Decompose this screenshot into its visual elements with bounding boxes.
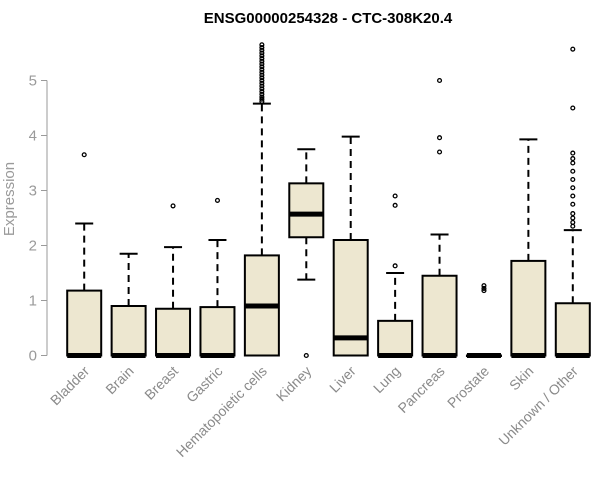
- x-tick-label: Skin: [506, 363, 537, 394]
- outlier-point: [570, 201, 576, 207]
- x-tick-label: Bladder: [47, 363, 93, 409]
- box-lung: [377, 193, 414, 358]
- x-tick-label: Liver: [326, 363, 359, 396]
- outlier-point: [259, 83, 265, 89]
- outlier-point: [570, 160, 576, 166]
- outlier-point: [259, 66, 265, 73]
- box-unknown-other: [554, 46, 591, 358]
- y-tick-label: 1: [29, 293, 37, 310]
- outlier-point: [570, 219, 576, 225]
- outlier-point: [259, 53, 265, 59]
- box-series: [66, 42, 591, 359]
- outlier-point: [259, 42, 265, 48]
- outlier-point: [259, 96, 265, 102]
- outlier-point: [259, 80, 265, 86]
- outlier-point: [214, 197, 221, 203]
- outlier-point: [259, 88, 265, 95]
- y-axis-label: Expression: [1, 162, 18, 236]
- y-tick-label: 3: [29, 183, 37, 200]
- outlier-point: [570, 176, 576, 183]
- outlier-point: [303, 352, 309, 359]
- outlier-point: [259, 75, 265, 81]
- box-brain: [110, 252, 147, 358]
- iqr-box: [66, 289, 103, 357]
- x-tick-label: Prostate: [444, 363, 492, 411]
- outlier-point: [570, 211, 576, 217]
- box-skin: [510, 138, 547, 358]
- outlier-point: [570, 156, 576, 162]
- y-tick-label: 4: [29, 128, 37, 145]
- outlier-point: [436, 77, 443, 84]
- outlier-point: [392, 202, 398, 208]
- outlier-point: [570, 168, 576, 174]
- outlier-point: [570, 46, 576, 52]
- iqr-box: [421, 274, 458, 357]
- iqr-box: [110, 305, 147, 357]
- box-liver: [332, 135, 369, 357]
- outlier-point: [259, 86, 265, 92]
- box-kidney: [288, 148, 325, 359]
- iqr-box: [377, 319, 414, 357]
- outlier-point: [259, 72, 265, 78]
- outlier-point: [259, 44, 265, 51]
- iqr-box: [155, 307, 192, 357]
- box-breast: [155, 203, 192, 358]
- outlier-point: [392, 193, 398, 199]
- box-gastric: [199, 197, 236, 358]
- outlier-point: [259, 94, 265, 100]
- outlier-point: [259, 55, 265, 62]
- outlier-point: [170, 203, 176, 209]
- outlier-point: [570, 105, 576, 111]
- outlier-point: [259, 58, 265, 64]
- iqr-box: [554, 302, 591, 357]
- x-tick-label: Breast: [141, 363, 181, 403]
- box-hematopoietic-cells: [243, 42, 280, 357]
- outlier-point: [436, 135, 443, 141]
- outlier-point: [259, 50, 265, 56]
- outlier-point: [481, 283, 487, 289]
- outlier-point: [259, 61, 265, 67]
- iqr-box: [199, 306, 236, 357]
- outlier-point: [259, 64, 265, 70]
- outlier-point: [81, 152, 87, 158]
- x-tick-label: Gastric: [183, 363, 226, 406]
- outlier-point: [259, 77, 265, 84]
- x-tick-label: Lung: [370, 363, 403, 396]
- outlier-point: [570, 215, 576, 221]
- chart-title: ENSG00000254328 - CTC-308K20.4: [204, 10, 453, 27]
- outlier-point: [570, 185, 576, 191]
- outlier-point: [570, 150, 576, 156]
- y-axis: 0 1 2 3 4 5: [29, 73, 48, 365]
- outlier-point: [392, 263, 398, 269]
- iqr-box: [510, 259, 547, 357]
- outlier-point: [259, 69, 265, 75]
- y-tick-label: 5: [29, 73, 37, 90]
- x-tick-label: Kidney: [273, 363, 315, 405]
- y-tick-label: 0: [29, 348, 37, 365]
- outlier-point: [436, 149, 443, 155]
- outlier-point: [481, 288, 487, 294]
- outlier-point: [259, 91, 265, 97]
- x-tick-label: Pancreas: [395, 363, 448, 416]
- box-pancreas: [421, 77, 458, 358]
- y-tick-label: 2: [29, 238, 37, 255]
- outlier-point: [570, 193, 576, 199]
- x-tick-label: Brain: [102, 363, 136, 397]
- x-tick-label: Unknown / Other: [495, 363, 581, 449]
- outlier-point: [259, 47, 265, 53]
- iqr-box: [288, 182, 325, 239]
- box-bladder: [66, 152, 103, 358]
- box-prostate: [465, 283, 502, 358]
- outlier-point: [481, 285, 487, 291]
